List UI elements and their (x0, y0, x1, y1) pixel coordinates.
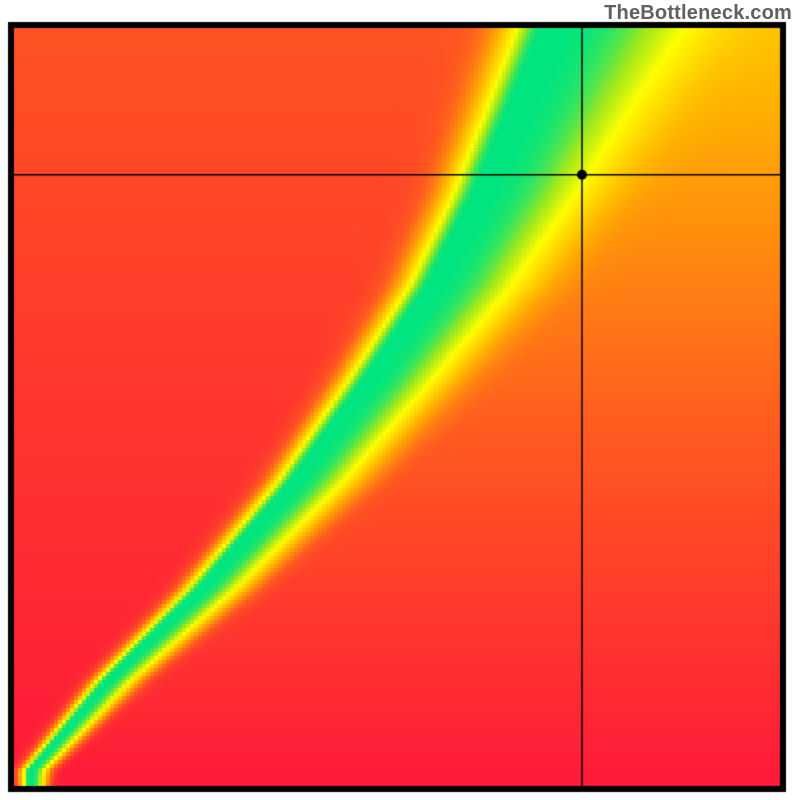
watermark-text: TheBottleneck.com (604, 2, 792, 25)
chart-container: TheBottleneck.com (0, 0, 800, 800)
heatmap-canvas (0, 0, 800, 800)
